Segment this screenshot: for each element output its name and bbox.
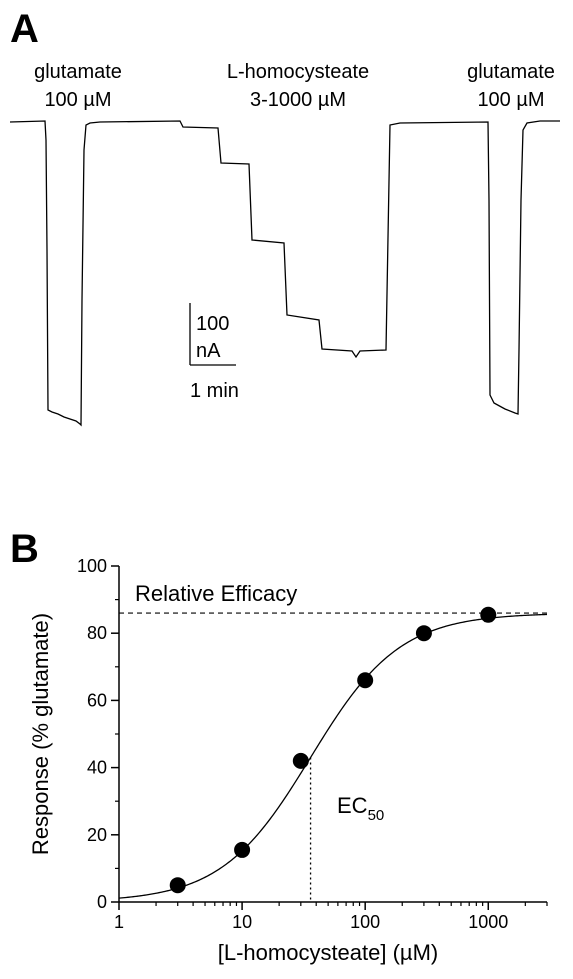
y-tick-label: 60 [87,690,107,710]
x-tick-label: 1000 [468,912,508,932]
data-point [234,841,251,858]
ec50-label: EC50 [337,793,384,824]
scalebar-time: 1 min [190,380,239,402]
y-tick-label: 80 [87,623,107,643]
y-tick-label: 40 [87,758,107,778]
scalebar-current-value: 100 [196,313,229,335]
data-point [415,625,432,642]
data-point [357,672,374,689]
y-tick-label: 100 [77,556,107,576]
data-point [480,606,497,623]
y-tick-label: 20 [87,825,107,845]
glutamate-label-2: glutamate [467,61,555,83]
current-trace [9,120,560,427]
glutamate-conc-label-2: 100 µM [477,89,544,111]
data-point [169,877,186,894]
data-point [292,752,309,769]
l-homocysteate-conc-label: 3-1000 µM [250,89,346,111]
scalebar-current-unit: nA [196,340,221,362]
x-tick-label: 10 [232,912,252,932]
hill-fit-curve [118,613,548,899]
relative-efficacy-label: Relative Efficacy [135,581,297,606]
l-homocysteate-label: L-homocysteate [227,61,369,83]
x-axis-label: [L-homocysteate] (µM) [218,940,439,965]
y-tick-label: 0 [97,892,107,912]
panel-a-letter: A [10,7,39,51]
ec50-subscript: 50 [368,807,385,824]
glutamate-label-1: glutamate [34,61,122,83]
x-tick-label: 1 [114,912,124,932]
x-tick-label: 100 [350,912,380,932]
panel-b-letter: B [10,527,39,571]
glutamate-conc-label-1: 100 µM [44,89,111,111]
y-axis-label: Response (% glutamate) [28,613,53,855]
dose-response-chart: 0 20 40 60 80 100 1 10 100 1000 [L-homocysteate] (… [28,556,548,965]
